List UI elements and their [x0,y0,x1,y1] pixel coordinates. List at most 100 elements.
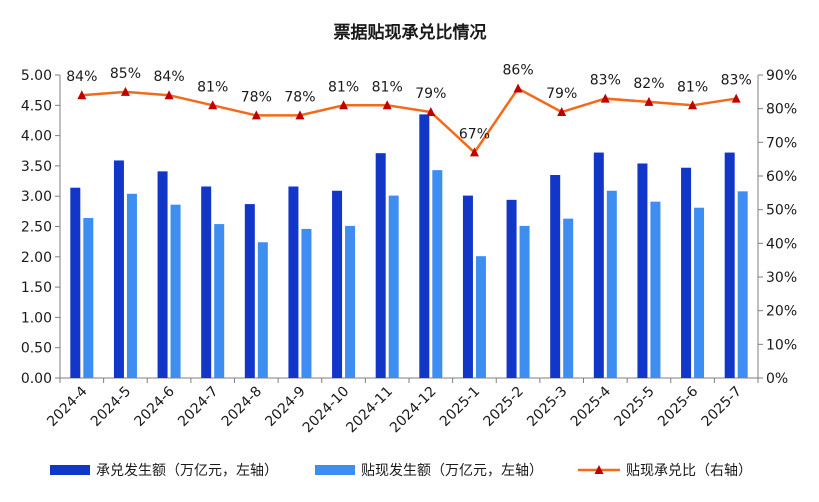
discount-bar [737,191,748,378]
discount-bar [388,195,399,378]
ratio-data-label: 81% [328,79,359,95]
legend-label-acceptance: 承兑发生额（万亿元，左轴） [96,463,278,479]
ratio-data-label: 79% [546,86,577,102]
ratio-marker [688,100,698,110]
legend-swatch-discount [315,465,355,475]
ratio-marker [382,100,392,110]
legend: 承兑发生额（万亿元，左轴） 贴现发生额（万亿元，左轴） 贴现承兑比（右轴） [50,463,752,479]
discount-bar [301,228,312,378]
bar-series [70,114,748,378]
ratio-marker [208,100,218,110]
discount-bar [694,207,705,378]
x-axis-tick-label: 2024-6 [132,383,178,429]
discount-bar [126,193,137,378]
ratio-marker [644,96,654,106]
right-axis-tick-label: 60% [766,169,797,185]
ratio-data-label: 85% [110,66,141,82]
legend-swatch-acceptance [50,465,90,475]
legend-swatch-ratio-marker [594,465,604,474]
ratio-marker [513,83,523,93]
ratio-data-label: 86% [503,62,534,78]
discount-bar [214,224,225,378]
x-axis-tick-label: 2025-1 [437,384,483,430]
discount-bar [650,201,661,378]
discount-bar [563,218,574,378]
x-axis-tick-label: 2025-6 [655,383,701,429]
ratio-marker [295,110,305,120]
acceptance-bar [288,186,299,378]
ratio-data-label: 67% [459,126,490,142]
x-axis-tick-label: 2024-7 [175,384,221,430]
left-axis-tick-label: 3.50 [21,159,52,175]
discount-bar [257,242,268,378]
discount-bar [475,256,486,378]
left-axis-tick-label: 0.00 [21,371,52,387]
right-axis-tick-label: 90% [766,68,797,84]
acceptance-bar [201,186,212,378]
acceptance-bar [113,160,124,378]
ratio-marker [469,147,479,157]
right-axis-tick-label: 10% [766,337,797,353]
left-axis-tick-label: 4.00 [21,129,52,145]
acceptance-bar [70,187,81,378]
ratio-data-label: 78% [284,89,315,105]
discount-bar [345,225,356,378]
x-axis-tick-label: 2025-3 [524,384,570,430]
right-axis-tick-label: 0% [766,371,788,387]
ratio-data-label: 84% [66,69,97,85]
ratio-marker [731,93,741,103]
right-axis-tick-label: 20% [766,304,797,320]
x-axis-tick-label: 2025-2 [481,384,527,430]
x-axis-tick-label: 2024-8 [219,384,265,430]
axes: 0.00 0.50 1.00 1.50 2.00 2.50 3.00 3.50 4.00 4.50… [21,68,797,436]
right-axis-tick-label: 40% [766,236,797,252]
ratio-marker [120,86,130,96]
right-axis-tick-label: 50% [766,203,797,219]
ratio-data-label: 82% [633,76,664,92]
right-axis-tick-label: 70% [766,135,797,151]
left-axis-tick-label: 5.00 [21,68,52,84]
acceptance-bar [637,163,648,378]
discount-bar [83,218,94,378]
x-axis-tick-label: 2024-12 [387,384,440,437]
ratio-line-series: 84% 85% 84% 81% 78% 78% 81% 81% 79% 67% 86% 79% 83% 8… [66,62,752,157]
ratio-marker [164,90,174,100]
discount-bar [606,190,617,378]
ratio-line [81,86,737,155]
acceptance-bar [332,190,343,378]
x-axis-tick-label: 2024-4 [44,383,90,429]
left-axis-tick-label: 1.00 [21,310,52,326]
discount-bar [519,225,530,378]
acceptance-bar [681,167,692,378]
left-axis-tick-label: 2.50 [21,220,52,236]
right-axis-tick-label: 80% [766,102,797,118]
legend-label-ratio: 贴现承兑比（右轴） [626,463,752,479]
ratio-data-label: 78% [241,89,272,105]
ratio-data-label: 81% [372,79,403,95]
x-axis-tick-label: 2024-5 [88,384,134,430]
x-axis-tick-label: 2025-5 [611,384,657,430]
legend-label-discount: 贴现发生额（万亿元，左轴） [361,463,543,479]
discount-bar [432,170,443,378]
x-axis-tick-label: 2025-4 [568,383,614,429]
ratio-marker [557,107,567,117]
ratio-data-label: 81% [197,79,228,95]
ratio-marker [339,100,349,110]
ratio-marker [251,110,261,120]
acceptance-bar [462,195,473,378]
ratio-data-label: 83% [590,73,621,89]
x-axis-tick-label: 2024-10 [300,384,353,437]
left-axis-tick-label: 3.00 [21,189,52,205]
right-axis-tick-label: 30% [766,270,797,286]
discount-bar [170,204,181,378]
x-axis-tick-label: 2024-11 [343,384,396,437]
ratio-marker [426,107,436,117]
ratio-data-label: 79% [415,86,446,102]
x-axis-tick-label: 2025-7 [699,384,745,430]
ratio-data-label: 81% [677,79,708,95]
chart-title: 票据贴现承兑比情况 [334,22,487,43]
ratio-data-label: 83% [721,73,752,89]
acceptance-bar [157,171,168,378]
